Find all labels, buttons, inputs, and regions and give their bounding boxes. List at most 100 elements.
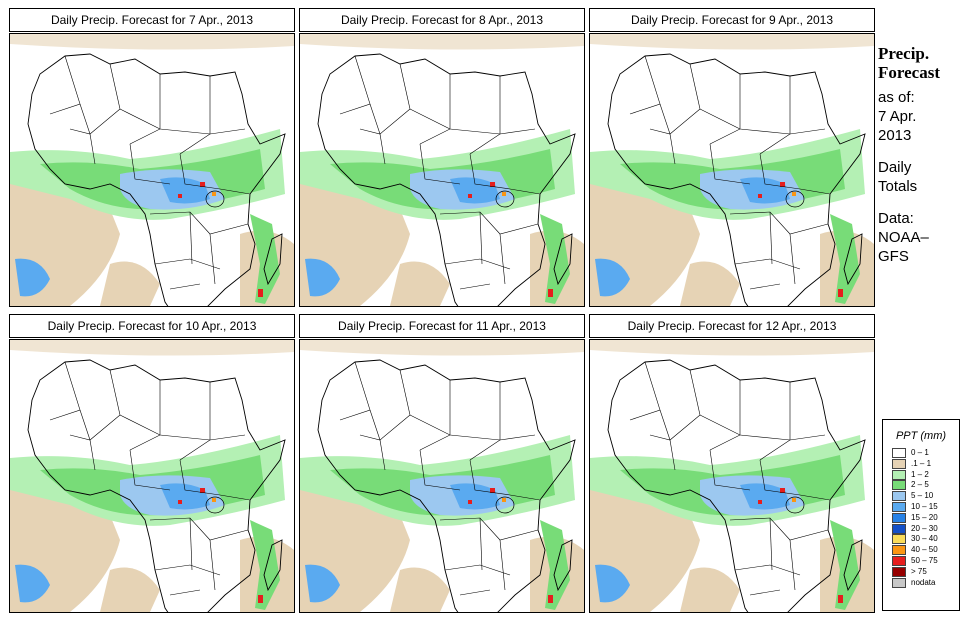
panel-title: Daily Precip. Forecast for 8 Apr., 2013 [299, 8, 585, 32]
forecast-map [299, 339, 585, 613]
forecast-map [9, 33, 295, 307]
storm-cell [258, 289, 263, 297]
panel-title: Daily Precip. Forecast for 9 Apr., 2013 [589, 8, 875, 32]
storm-cell [780, 488, 785, 493]
madagascar-outline [263, 233, 283, 286]
north-dry-strip [300, 34, 584, 50]
country-borders [339, 55, 541, 290]
rain-core-heavy [160, 483, 210, 510]
country-borders [629, 361, 831, 596]
madagascar-outline [553, 539, 573, 592]
heading-line: Forecast [878, 63, 940, 82]
legend-swatch [892, 512, 906, 523]
legend-swatch [892, 545, 906, 556]
asof-label: as of: [878, 89, 915, 106]
panel-title: Daily Precip. Forecast for 7 Apr., 2013 [9, 8, 295, 32]
info-sidebar: Precip. Forecast as of: 7 Apr. 2013 Dail… [878, 44, 963, 266]
legend-swatch [892, 448, 906, 458]
north-dry-strip [10, 340, 294, 356]
storm-cell [200, 182, 205, 187]
north-dry-strip [590, 34, 874, 50]
legend-label: 40 – 50 [911, 545, 938, 555]
legend-item: 10 – 15 [883, 501, 959, 513]
data-label: Data: [878, 210, 914, 227]
east-coast-rain [830, 214, 860, 304]
totals-line: Daily [878, 159, 912, 176]
legend-label: 30 – 40 [911, 534, 938, 544]
madagascar-outline [843, 539, 863, 592]
legend-swatch [892, 577, 906, 588]
legend-item: 15 – 20 [883, 512, 959, 524]
forecast-panel-4: Daily Precip. Forecast for 10 Apr., 2013 [9, 314, 295, 613]
totals-block: Daily Totals [878, 158, 963, 196]
south-atlantic-dry-zone [100, 567, 160, 612]
forecast-map [589, 33, 875, 307]
lake-victoria [495, 190, 515, 208]
data-source: GFS [878, 248, 909, 265]
lake-victoria [785, 496, 805, 514]
heading-line: Precip. [878, 44, 930, 63]
forecast-panel-3: Daily Precip. Forecast for 9 Apr., 2013 [589, 8, 875, 307]
east-coast-rain [830, 520, 860, 610]
south-atlantic-dry-zone [100, 261, 160, 306]
storm-cell [792, 192, 796, 196]
southwest-storm [595, 564, 630, 603]
legend-swatch [892, 480, 906, 491]
storm-cell [758, 194, 762, 198]
legend-swatch [892, 501, 906, 512]
storm-cell [838, 289, 843, 297]
data-source: NOAA– [878, 229, 929, 246]
southwest-storm [305, 564, 340, 603]
southwest-storm [15, 564, 50, 603]
southwest-storm [305, 258, 340, 297]
legend-label: .1 – 1 [911, 458, 932, 468]
south-atlantic-dry-zone [390, 567, 450, 612]
legend-swatch [892, 555, 906, 566]
legend-item: 1 – 2 [883, 469, 959, 481]
country-borders [339, 361, 541, 596]
madagascar-outline [553, 233, 573, 286]
rain-core-heavy [450, 177, 500, 204]
totals-line: Totals [878, 178, 918, 195]
lake-victoria [785, 190, 805, 208]
forecast-map [589, 339, 875, 613]
legend-item: 2 – 5 [883, 480, 959, 491]
storm-cell [258, 595, 263, 603]
panel-title: Daily Precip. Forecast for 10 Apr., 2013 [9, 314, 295, 338]
legend-item: 20 – 30 [883, 523, 959, 535]
storm-cell [758, 500, 762, 504]
forecast-map [9, 339, 295, 613]
country-borders [49, 55, 251, 290]
legend-item: > 75 [883, 566, 959, 578]
forecast-panel-6: Daily Precip. Forecast for 12 Apr., 2013 [589, 314, 875, 613]
data-source-block: Data: NOAA– GFS [878, 209, 963, 266]
legend-label: 1 – 2 [911, 469, 929, 479]
legend-swatch [892, 469, 906, 480]
storm-cell [200, 488, 205, 493]
forecast-panel-5: Daily Precip. Forecast for 11 Apr., 2013 [299, 314, 585, 613]
legend-swatch [892, 491, 906, 502]
legend-swatch [892, 523, 906, 534]
rain-core-heavy [740, 483, 790, 510]
north-dry-strip [10, 34, 294, 50]
panel-title: Daily Precip. Forecast for 11 Apr., 2013 [299, 314, 585, 338]
legend-item: 50 – 75 [883, 555, 959, 567]
legend-label: 15 – 20 [911, 512, 938, 522]
storm-cell [792, 498, 796, 502]
south-atlantic-dry-zone [680, 261, 740, 306]
storm-cell [780, 182, 785, 187]
east-coast-rain [250, 520, 280, 610]
legend-title: PPT (mm) [895, 430, 947, 442]
storm-cell [490, 488, 495, 493]
storm-cell [468, 194, 472, 198]
legend-swatch [892, 566, 906, 577]
legend-item: nodata [883, 577, 959, 589]
storm-cell [212, 498, 216, 502]
madagascar-outline [843, 233, 863, 286]
storm-cell [502, 192, 506, 196]
storm-cell [548, 595, 553, 603]
storm-cell [490, 182, 495, 187]
legend-label: 2 – 5 [911, 480, 929, 490]
storm-cell [838, 595, 843, 603]
